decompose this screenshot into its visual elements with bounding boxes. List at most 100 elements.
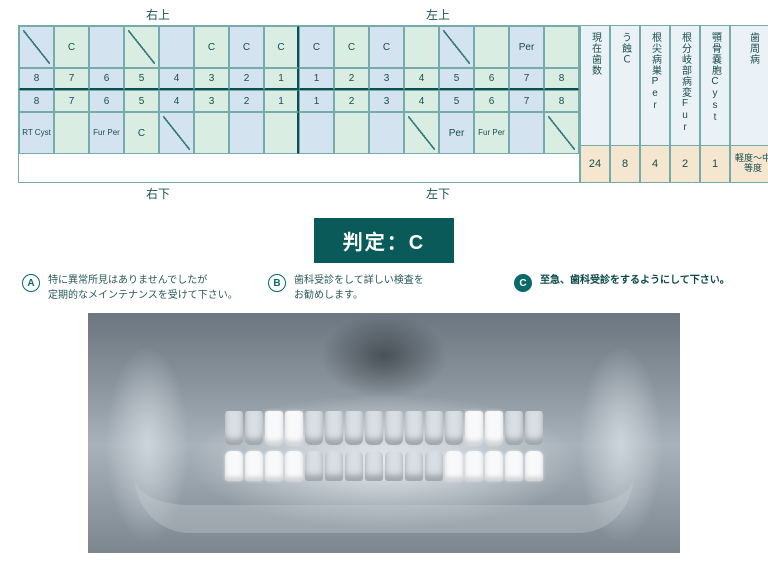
summary-header: う蝕Ｃ: [611, 26, 639, 146]
tooth-number-cell: 4: [404, 90, 439, 112]
finding-cell: [54, 112, 89, 154]
finding-cell: C: [334, 26, 369, 68]
dental-chart: CCCCCCCPer 8765432112345678 876543211234…: [18, 25, 750, 183]
option-text: 至急、歯科受診をするようにして下さい。: [540, 273, 730, 288]
tooth-number-cell: 8: [544, 90, 579, 112]
tooth-number-cell: 4: [159, 68, 194, 90]
finding-cell: C: [299, 26, 334, 68]
tooth-number-cell: 1: [299, 68, 334, 90]
option-badge: C: [514, 274, 532, 292]
finding-cell: [229, 112, 264, 154]
finding-cell: C: [229, 26, 264, 68]
tooth-number-cell: 6: [89, 90, 124, 112]
tooth-number-cell: 7: [54, 68, 89, 90]
tooth-number-cell: 1: [299, 90, 334, 112]
summary-header: 歯周病: [731, 26, 768, 146]
summary-column: 根尖病巣Per4: [640, 25, 670, 183]
finding-cell: Fur Per: [474, 112, 509, 154]
finding-cell: [159, 112, 194, 154]
option-b[interactable]: B 歯科受診をして詳しい検査を お勧めします。: [268, 273, 500, 303]
summary-column: 顎骨嚢胞Cyst1: [700, 25, 730, 183]
tooth-number-cell: 7: [509, 90, 544, 112]
summary-column: 根分岐部病変Fur2: [670, 25, 700, 183]
finding-cell: [159, 26, 194, 68]
finding-cell: [334, 112, 369, 154]
tooth-number-cell: 3: [194, 68, 229, 90]
option-badge: A: [22, 274, 40, 292]
finding-cell: [544, 112, 579, 154]
tooth-number-cell: 1: [264, 90, 299, 112]
tooth-number-cell: 5: [439, 90, 474, 112]
finding-cell: [544, 26, 579, 68]
summary-value: 4: [641, 146, 669, 182]
finding-cell: C: [124, 112, 159, 154]
finding-cell: RT Cyst: [19, 112, 54, 154]
summary-value: 8: [611, 146, 639, 182]
option-text: 特に異常所見はありませんでしたが 定期的なメインテナンスを受けて下さい。: [48, 273, 238, 303]
tooth-number-cell: 2: [229, 68, 264, 90]
option-c[interactable]: C 至急、歯科受診をするようにして下さい。: [514, 273, 746, 303]
tooth-number-cell: 6: [89, 68, 124, 90]
judgement-badge: 判定：C: [314, 218, 454, 263]
finding-cell: [299, 112, 334, 154]
tooth-number-cell: 8: [544, 68, 579, 90]
tooth-number-cell: 7: [54, 90, 89, 112]
summary-column: う蝕Ｃ8: [610, 25, 640, 183]
tooth-number-cell: 5: [124, 68, 159, 90]
finding-cell: C: [264, 26, 299, 68]
option-a[interactable]: A 特に異常所見はありませんでしたが 定期的なメインテナンスを受けて下さい。: [22, 273, 254, 303]
finding-cell: C: [54, 26, 89, 68]
summary-value: 軽度〜中等度: [731, 146, 768, 182]
tooth-number-cell: 5: [124, 90, 159, 112]
tooth-number-cell: 4: [159, 90, 194, 112]
summary-value: 2: [671, 146, 699, 182]
finding-cell: [369, 112, 404, 154]
summary-header: 現在歯数: [581, 26, 609, 146]
summary-header: 根分岐部病変Fur: [671, 26, 699, 146]
summary-header: 根尖病巣Per: [641, 26, 669, 146]
tooth-number-cell: 1: [264, 68, 299, 90]
tooth-number-cell: 8: [19, 90, 54, 112]
finding-cell: Per: [439, 112, 474, 154]
finding-cell: C: [369, 26, 404, 68]
quadrant-label-ul: 左上: [298, 4, 578, 25]
finding-cell: C: [194, 26, 229, 68]
finding-cell: [509, 112, 544, 154]
finding-cell: [89, 26, 124, 68]
quadrant-label-ur: 右上: [18, 4, 298, 25]
finding-cell: Fur Per: [89, 112, 124, 154]
tooth-number-cell: 2: [229, 90, 264, 112]
tooth-number-cell: 3: [369, 68, 404, 90]
finding-cell: [124, 26, 159, 68]
finding-cell: [404, 112, 439, 154]
option-text: 歯科受診をして詳しい検査を お勧めします。: [294, 273, 424, 303]
finding-cell: [439, 26, 474, 68]
tooth-number-cell: 3: [194, 90, 229, 112]
tooth-number-cell: 6: [474, 68, 509, 90]
summary-header: 顎骨嚢胞Cyst: [701, 26, 729, 146]
tooth-number-cell: 5: [439, 68, 474, 90]
summary-value: 1: [701, 146, 729, 182]
tooth-number-cell: 2: [334, 90, 369, 112]
quadrant-label-lr: 右下: [18, 183, 298, 204]
finding-cell: [19, 26, 54, 68]
finding-cell: [404, 26, 439, 68]
finding-cell: [474, 26, 509, 68]
tooth-number-cell: 7: [509, 68, 544, 90]
tooth-number-cell: 4: [404, 68, 439, 90]
finding-cell: [194, 112, 229, 154]
quadrant-label-ll: 左下: [298, 183, 578, 204]
summary-column: 歯周病軽度〜中等度: [730, 25, 768, 183]
summary-value: 24: [581, 146, 609, 182]
tooth-number-cell: 8: [19, 68, 54, 90]
tooth-number-cell: 2: [334, 68, 369, 90]
summary-column: 現在歯数24: [580, 25, 610, 183]
finding-cell: Per: [509, 26, 544, 68]
finding-cell: [264, 112, 299, 154]
recommendation-options: A 特に異常所見はありませんでしたが 定期的なメインテナンスを受けて下さい。 B 歯科…: [18, 273, 750, 313]
tooth-number-cell: 3: [369, 90, 404, 112]
option-badge: B: [268, 274, 286, 292]
summary-table: 現在歯数24う蝕Ｃ8根尖病巣Per4根分岐部病変Fur2顎骨嚢胞Cyst1歯周病…: [580, 25, 768, 183]
tooth-number-cell: 6: [474, 90, 509, 112]
xray-image: [88, 313, 680, 553]
